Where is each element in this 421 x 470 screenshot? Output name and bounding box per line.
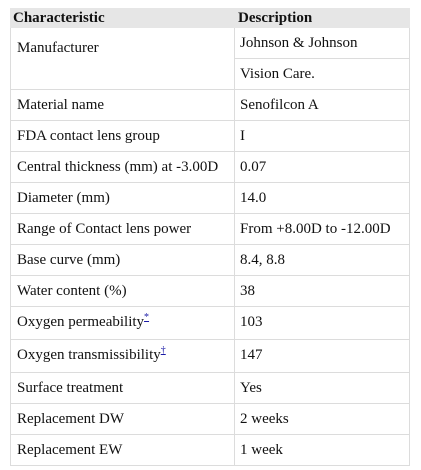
- table-row: Water content (%) 38: [10, 276, 410, 307]
- cell-characteristic: Range of Contact lens power: [10, 214, 235, 244]
- table-row: Surface treatment Yes: [10, 373, 410, 404]
- cell-characteristic-text: Oxygen permeability: [17, 314, 145, 330]
- cell-description: 8.4, 8.8: [235, 245, 410, 275]
- table-row: Replacement EW 1 week: [10, 435, 410, 466]
- cell-description: From +8.00D to -12.00D: [235, 214, 410, 244]
- cell-description: Yes: [235, 373, 410, 403]
- cell-description: 0.07: [235, 152, 410, 182]
- footnote-link[interactable]: †: [160, 345, 166, 356]
- table-row: Range of Contact lens power From +8.00D …: [10, 214, 410, 245]
- table-row: Base curve (mm) 8.4, 8.8: [10, 245, 410, 276]
- cell-characteristic: Diameter (mm): [10, 183, 235, 213]
- footnote-link[interactable]: *: [144, 312, 150, 323]
- table-row: Replacement DW 2 weeks: [10, 404, 410, 435]
- header-characteristic: Characteristic: [13, 10, 105, 26]
- cell-description: Johnson & Johnson Vision Care.: [235, 28, 410, 89]
- cell-description-line: Vision Care.: [240, 66, 315, 82]
- cell-description: I: [235, 121, 410, 151]
- table-row: Oxygen permeability* 103: [10, 307, 410, 340]
- table-row: Diameter (mm) 14.0: [10, 183, 410, 214]
- cell-description: 14.0: [235, 183, 410, 213]
- cell-characteristic: Water content (%): [10, 276, 235, 306]
- cell-description: 103: [235, 307, 410, 339]
- cell-characteristic: Material name: [10, 90, 235, 120]
- cell-characteristic: Surface treatment: [10, 373, 235, 403]
- cell-description: Senofilcon A: [235, 90, 410, 120]
- cell-description: 38: [235, 276, 410, 306]
- cell-characteristic: Oxygen permeability*: [10, 307, 235, 339]
- table-row: Manufacturer Johnson & Johnson Vision Ca…: [10, 28, 410, 90]
- table-row: Central thickness (mm) at -3.00D 0.07: [10, 152, 410, 183]
- header-description: Description: [238, 10, 313, 26]
- cell-characteristic: Replacement EW: [10, 435, 235, 465]
- table-row: FDA contact lens group I: [10, 121, 410, 152]
- cell-description-line: Johnson & Johnson: [235, 28, 409, 59]
- table-row: Oxygen transmissibility† 147: [10, 340, 410, 373]
- cell-characteristic: Oxygen transmissibility†: [10, 340, 235, 372]
- cell-description: 2 weeks: [235, 404, 410, 434]
- cell-characteristic: Central thickness (mm) at -3.00D: [10, 152, 235, 182]
- cell-characteristic: FDA contact lens group: [10, 121, 235, 151]
- table-row: Material name Senofilcon A: [10, 90, 410, 121]
- cell-characteristic: Manufacturer: [10, 28, 235, 89]
- cell-characteristic: Replacement DW: [10, 404, 235, 434]
- cell-description: 1 week: [235, 435, 410, 465]
- cell-characteristic-text: Oxygen transmissibility: [17, 347, 161, 363]
- cell-description: 147: [235, 340, 410, 372]
- characteristics-table: Characteristic Description Manufacturer …: [10, 8, 410, 466]
- table-header: Characteristic Description: [10, 8, 410, 28]
- cell-characteristic: Base curve (mm): [10, 245, 235, 275]
